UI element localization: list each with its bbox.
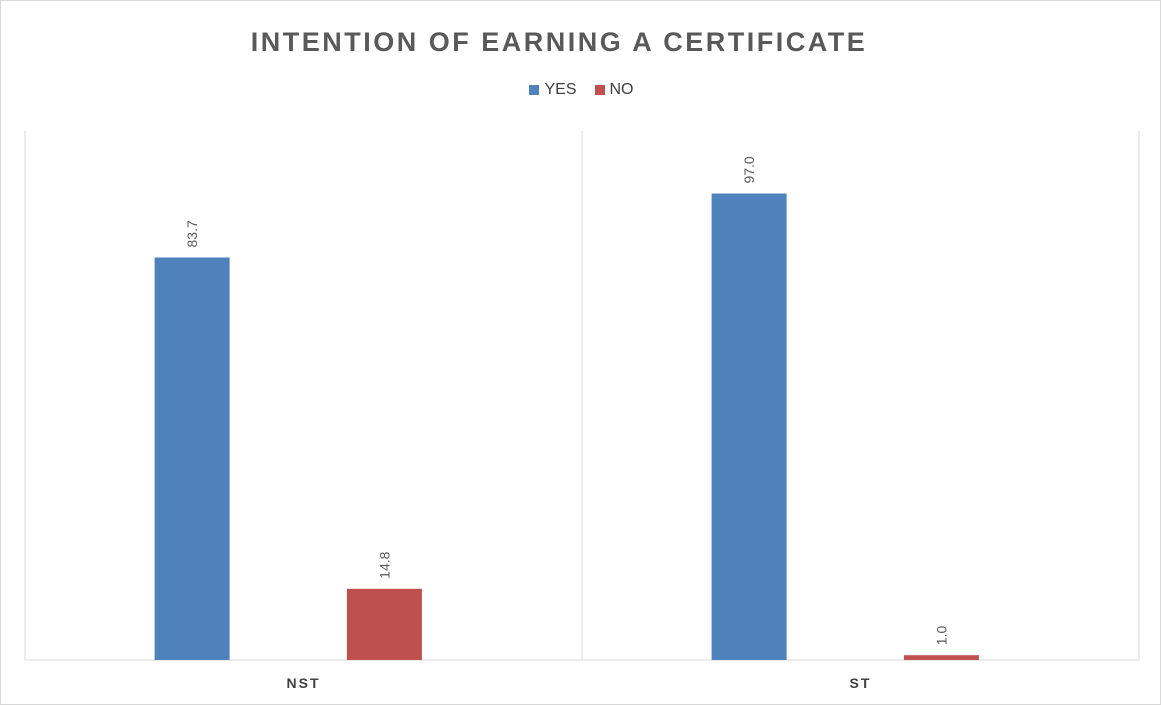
data-label: 83.7 [184, 220, 200, 247]
bar-yes-nst [154, 257, 230, 660]
legend-item-no: NO [594, 81, 634, 99]
data-label: 14.8 [376, 551, 392, 578]
data-label: 1.0 [933, 626, 949, 646]
legend-label-no: NO [609, 81, 634, 98]
x-tick-label: NST [287, 675, 321, 691]
legend: YES NO [1, 81, 1161, 99]
legend-swatch-no [594, 85, 605, 95]
chart-title: INTENTION OF EARNING A CERTIFICATE [250, 27, 868, 57]
legend-item-yes: YES [529, 81, 577, 99]
labels-layer: NST 83.7 14.8 ST 97.0 1.0 [184, 156, 949, 691]
bar-no-nst [346, 588, 422, 660]
bars-layer [154, 193, 979, 660]
bar-yes-st [711, 193, 787, 660]
legend-swatch-yes [529, 85, 540, 95]
x-tick-label: ST [850, 675, 872, 691]
data-label: 97.0 [741, 156, 757, 183]
legend-label-yes: YES [544, 81, 577, 98]
bar-no-st [903, 655, 979, 660]
